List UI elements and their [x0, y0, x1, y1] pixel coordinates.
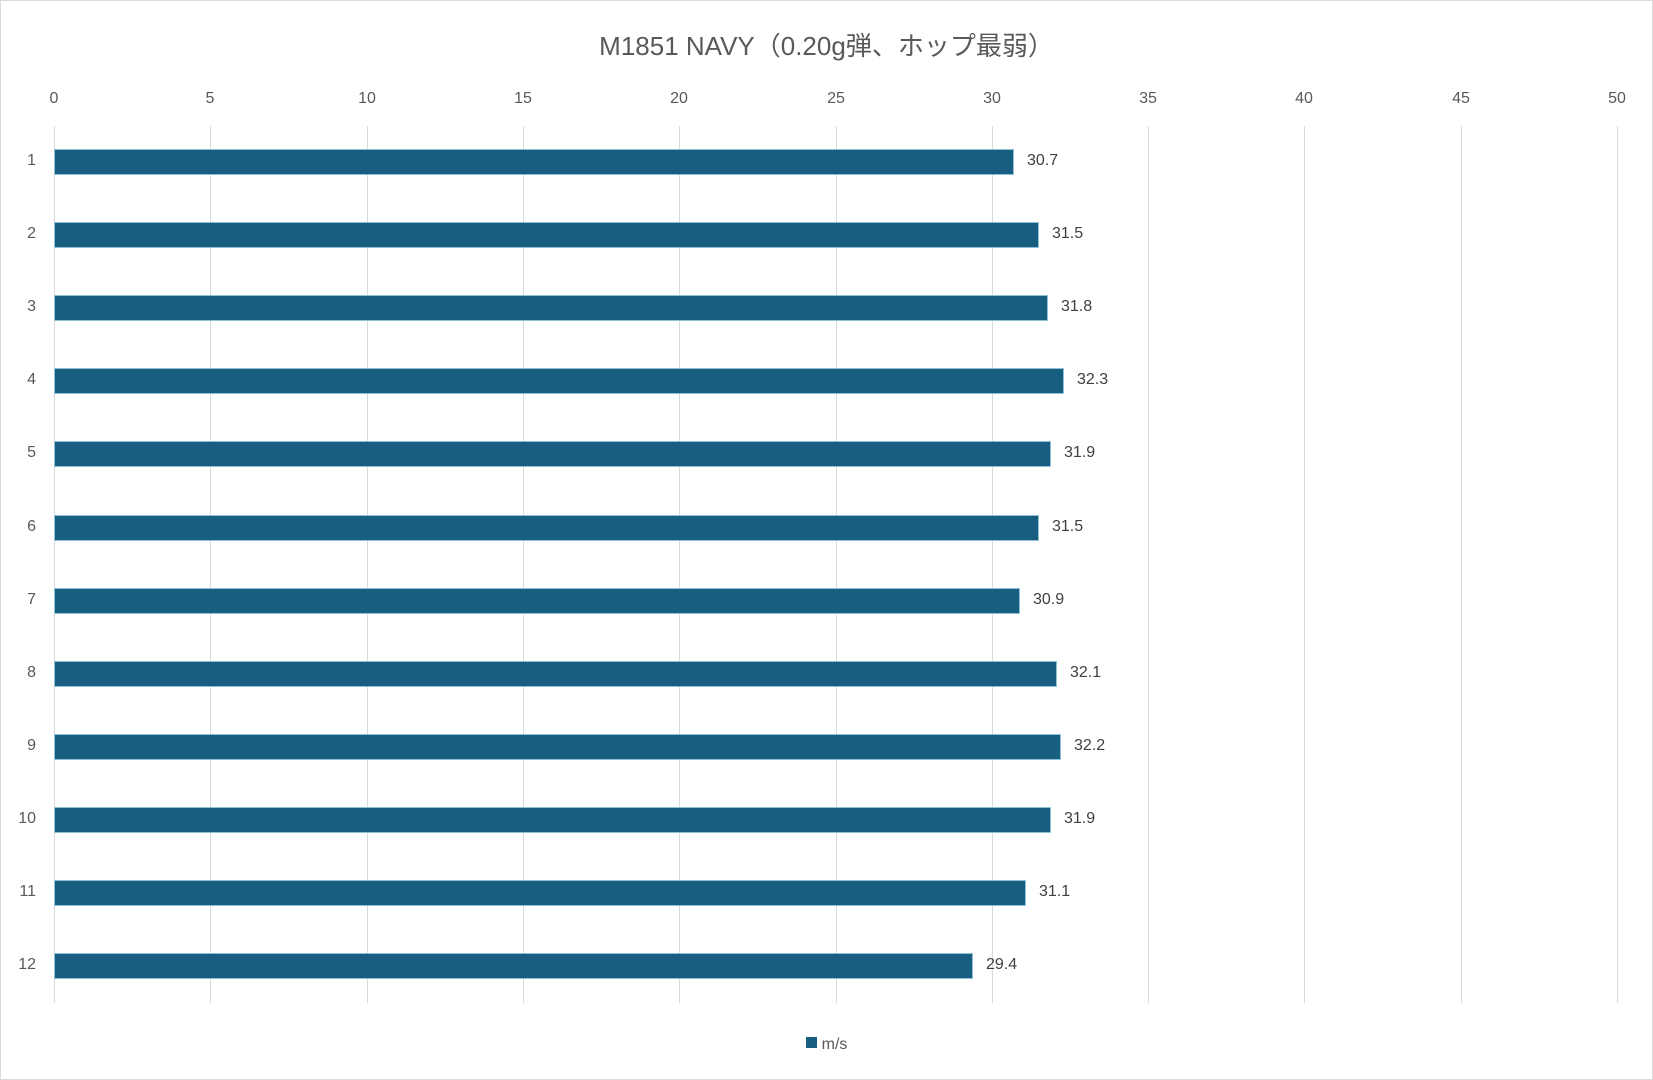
- value-label: 31.9: [1064, 444, 1096, 461]
- gridline: [367, 126, 368, 1003]
- bar[interactable]: [54, 441, 1051, 467]
- bar[interactable]: [54, 807, 1051, 833]
- legend: m/s: [0, 1036, 1653, 1054]
- y-category-label: 2: [27, 225, 36, 242]
- chart-title: M1851 NAVY（0.20g弾、ホップ最弱）: [599, 31, 1054, 61]
- bar[interactable]: [54, 661, 1057, 687]
- y-category-label: 12: [18, 956, 36, 973]
- gridline: [1304, 126, 1305, 1003]
- bar[interactable]: [54, 953, 973, 979]
- x-tick-label: 50: [1608, 90, 1626, 107]
- x-tick-label: 35: [1139, 90, 1157, 107]
- gridline: [836, 126, 837, 1003]
- bar[interactable]: [54, 149, 1014, 175]
- y-category-label: 3: [27, 298, 36, 315]
- value-label: 30.9: [1033, 591, 1065, 608]
- value-label: 31.5: [1052, 518, 1084, 535]
- value-label: 31.9: [1064, 810, 1096, 827]
- y-category-label: 10: [18, 810, 36, 827]
- y-category-label: 7: [27, 591, 36, 608]
- bar[interactable]: [54, 734, 1061, 760]
- bar[interactable]: [54, 222, 1039, 248]
- value-label: 30.7: [1027, 152, 1059, 169]
- gridline: [54, 126, 55, 1003]
- y-category-label: 6: [27, 518, 36, 535]
- x-tick-label: 45: [1452, 90, 1470, 107]
- x-tick-label: 10: [358, 90, 376, 107]
- bar[interactable]: [54, 515, 1039, 541]
- y-category-label: 5: [27, 444, 36, 461]
- value-label: 31.1: [1039, 883, 1071, 900]
- y-category-label: 11: [19, 883, 36, 900]
- y-category-label: 4: [27, 371, 36, 388]
- x-tick-label: 15: [514, 90, 532, 107]
- value-label: 31.8: [1061, 298, 1093, 315]
- x-tick-label: 5: [205, 90, 215, 107]
- gridline: [210, 126, 211, 1003]
- legend-swatch-icon: [805, 1037, 817, 1049]
- gridline: [1148, 126, 1149, 1003]
- value-label: 31.5: [1052, 225, 1084, 242]
- value-label: 32.2: [1074, 737, 1106, 754]
- gridline: [992, 126, 993, 1003]
- bar[interactable]: [54, 588, 1020, 614]
- y-category-label: 1: [27, 152, 36, 169]
- value-label: 32.3: [1077, 371, 1109, 388]
- gridline: [1617, 126, 1618, 1003]
- value-label: 32.1: [1070, 664, 1102, 681]
- y-category-label: 8: [27, 664, 36, 681]
- y-category-label: 9: [27, 737, 36, 754]
- x-tick-label: 40: [1295, 90, 1313, 107]
- legend-label: m/s: [821, 1036, 848, 1053]
- x-tick-label: 0: [49, 90, 59, 107]
- x-tick-label: 25: [827, 90, 845, 107]
- bar[interactable]: [54, 368, 1064, 394]
- bar[interactable]: [54, 295, 1048, 321]
- x-tick-label: 30: [983, 90, 1001, 107]
- value-label: 29.4: [986, 956, 1018, 973]
- bar[interactable]: [54, 880, 1026, 906]
- gridline: [523, 126, 524, 1003]
- gridline: [679, 126, 680, 1003]
- gridline: [1461, 126, 1462, 1003]
- x-tick-label: 20: [670, 90, 688, 107]
